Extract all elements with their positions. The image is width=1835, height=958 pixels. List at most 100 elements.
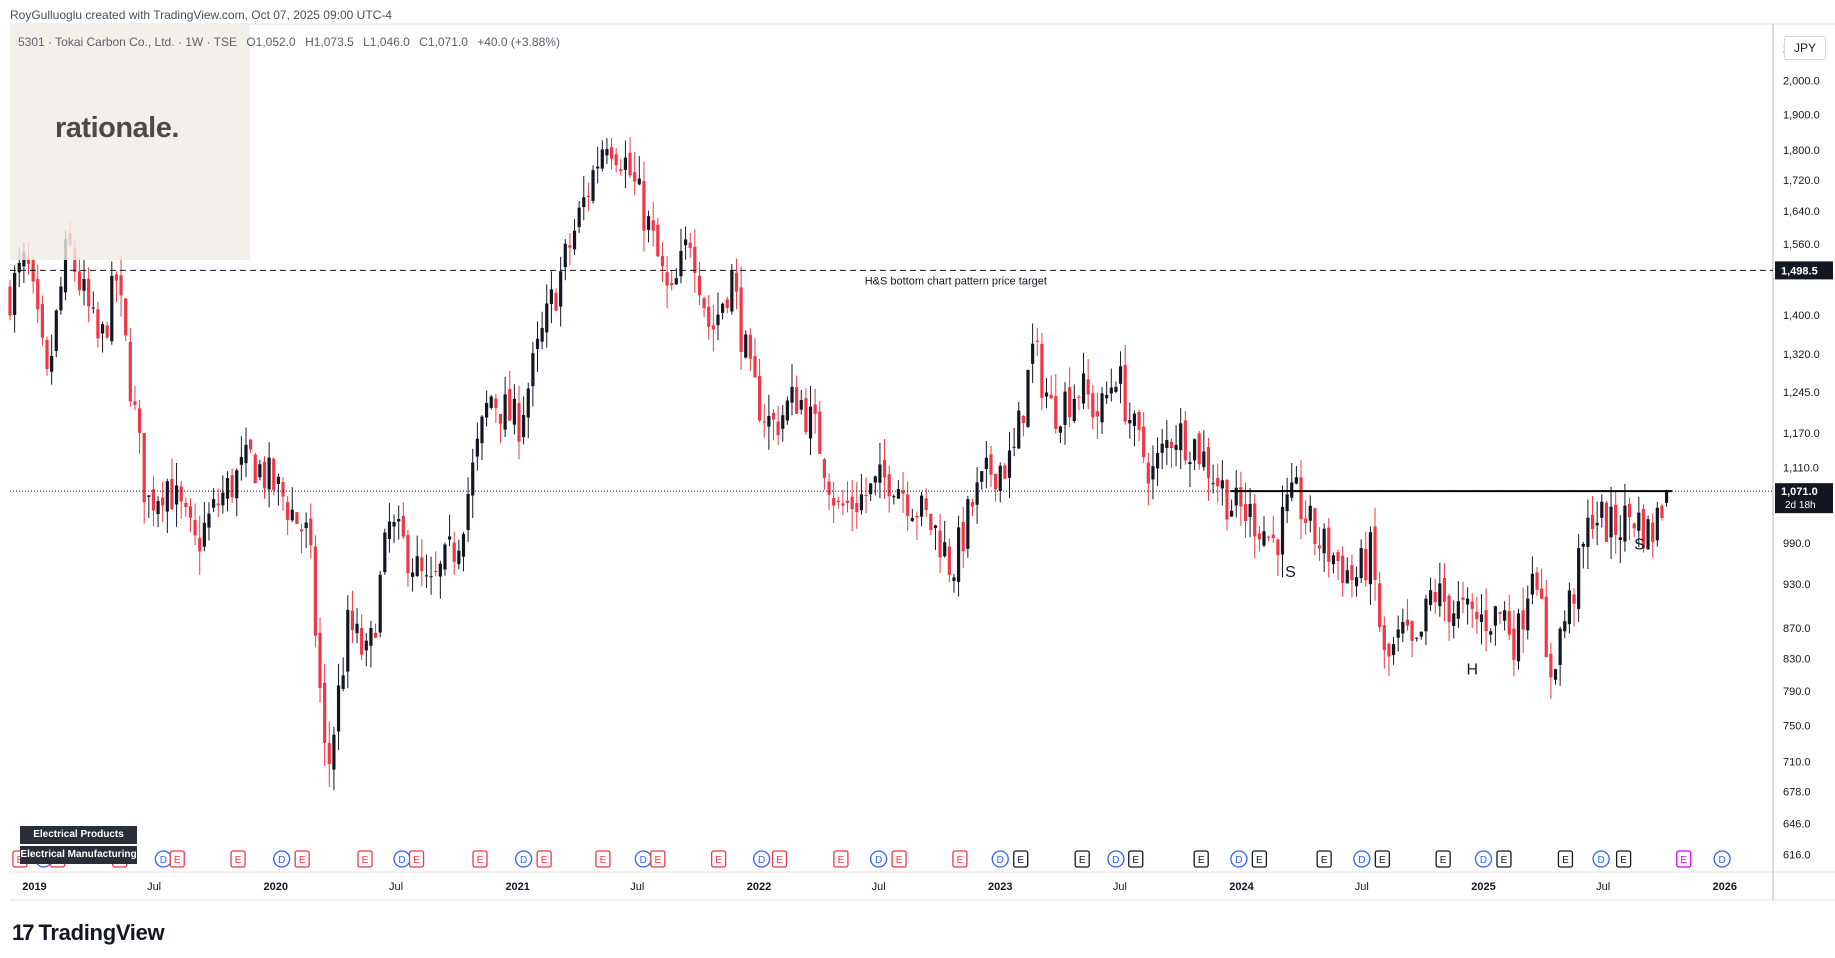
candle-body	[1109, 387, 1113, 394]
candle	[429, 556, 433, 595]
time-tick-label: 2023	[988, 881, 1012, 893]
candle-body	[1627, 503, 1632, 518]
price-tick-label: 2,000.0	[1783, 76, 1820, 88]
candle	[1003, 463, 1007, 480]
candle	[1012, 427, 1016, 457]
candle-body	[762, 421, 766, 423]
candle	[147, 494, 151, 518]
candle-body	[424, 575, 429, 577]
candle	[1627, 497, 1632, 541]
earnings-marker: E	[891, 850, 907, 868]
candle	[485, 390, 489, 427]
candle	[1428, 577, 1433, 612]
candle-body	[174, 485, 179, 505]
candle	[887, 465, 891, 513]
candle-body	[1276, 539, 1280, 556]
earnings-marker-letter: E	[541, 855, 548, 866]
candle	[748, 328, 752, 371]
candle	[1331, 552, 1336, 574]
candle-body	[748, 334, 752, 359]
symbol-label[interactable]: 5301 · Tokai Carbon Co., Ltd. · 1W · TSE	[18, 35, 237, 49]
earnings-marker-icon	[833, 850, 849, 868]
candle-body	[193, 519, 197, 536]
candle	[1577, 534, 1581, 622]
candle	[966, 495, 970, 558]
candle	[526, 382, 530, 439]
dividend-marker-letter: D	[398, 855, 405, 866]
candle-body	[202, 522, 206, 547]
candle-body	[1192, 439, 1197, 461]
price-tick-label: 1,800.0	[1783, 145, 1820, 157]
candle	[1590, 496, 1595, 539]
earnings-marker-letter: E	[1321, 855, 1328, 866]
candle-body	[313, 546, 318, 636]
candle-body	[892, 496, 896, 498]
earnings-marker: E	[1251, 850, 1268, 868]
dividend-marker-letter: D	[640, 855, 647, 866]
candle	[994, 473, 998, 502]
candle	[1364, 531, 1368, 587]
candle-body	[1572, 594, 1576, 604]
candle-body	[753, 356, 757, 378]
currency-button[interactable]: JPY	[1784, 36, 1826, 60]
candle	[286, 495, 290, 536]
candle	[1280, 485, 1285, 578]
candle-body	[771, 412, 776, 420]
candle-body	[1035, 340, 1039, 342]
candle-body	[1660, 505, 1664, 518]
candle	[1313, 507, 1317, 556]
candle-body	[1540, 588, 1544, 599]
candle-body	[1081, 373, 1086, 404]
candle	[137, 399, 142, 454]
candle	[1442, 563, 1447, 622]
candle-body	[1202, 451, 1206, 468]
earnings-marker-icon	[408, 850, 425, 868]
candle	[1054, 374, 1058, 434]
candle	[1595, 501, 1599, 546]
candle	[1530, 556, 1534, 605]
tradingview-logo[interactable]: 17 TradingView	[12, 918, 165, 948]
candle	[170, 458, 174, 511]
candle	[392, 514, 396, 544]
price-tick-label: 790.0	[1783, 686, 1811, 698]
candle-body	[1253, 503, 1257, 537]
candle	[730, 263, 734, 315]
candle	[1169, 438, 1174, 468]
candle	[45, 336, 49, 376]
earnings-marker-icon	[1251, 850, 1268, 868]
candle	[452, 531, 456, 575]
earnings-marker: E	[294, 850, 310, 868]
candle-body	[961, 521, 965, 552]
candle	[989, 445, 993, 488]
candle-body	[1493, 606, 1497, 626]
candle-body	[87, 278, 91, 307]
candle-body	[276, 476, 280, 485]
candle	[133, 385, 137, 411]
candle	[938, 514, 942, 574]
candle-body	[383, 532, 387, 573]
open-value: O1,052.0	[246, 35, 296, 49]
candle-body	[309, 518, 313, 546]
price-tick-label: 1,640.0	[1783, 206, 1820, 218]
candle	[54, 309, 58, 358]
earnings-marker: E	[952, 850, 968, 868]
candle-body	[1123, 364, 1127, 422]
candle-body	[522, 414, 526, 438]
candle-body	[225, 477, 230, 499]
candle-body	[1461, 597, 1465, 600]
candle-body	[577, 207, 581, 228]
candle	[535, 321, 540, 372]
candle	[253, 452, 257, 484]
candle-body	[531, 353, 535, 387]
candle	[1493, 605, 1497, 646]
candle	[1507, 594, 1511, 640]
candle-body	[230, 475, 234, 498]
candle	[1109, 368, 1113, 402]
candle-body	[1114, 386, 1118, 392]
candle-body	[216, 503, 220, 506]
candle	[341, 657, 345, 692]
candle-body	[1299, 477, 1303, 520]
high-value: H1,073.5	[305, 35, 354, 49]
candle-body	[1544, 596, 1548, 658]
